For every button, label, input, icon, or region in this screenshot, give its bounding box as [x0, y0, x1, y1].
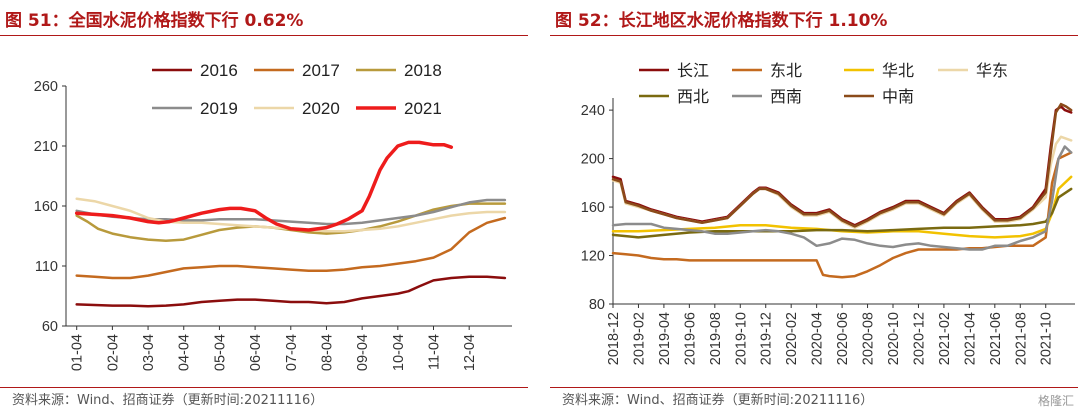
- x-tick-label: 12-04: [462, 334, 478, 371]
- x-tick-label: 06-04: [248, 334, 264, 371]
- series-line-华东: [611, 135, 1073, 229]
- left-title-rule: [0, 35, 528, 36]
- series-line-2016: [75, 275, 507, 308]
- x-tick-label: 05-04: [212, 334, 228, 371]
- x-tick-label: 2020-06: [835, 312, 851, 365]
- x-tick-label: 2020-10: [886, 312, 902, 365]
- series-line-西南: [611, 145, 1073, 251]
- x-tick-label: 2021-06: [988, 312, 1004, 365]
- left-source-rule: [0, 387, 528, 388]
- right-chart-svg: 80 120 160 200 240 2018-12 2019-02 2019-04 2019-…: [581, 61, 1075, 365]
- series-line-长江: [611, 105, 1073, 227]
- y-tick-label: 110: [35, 259, 58, 275]
- x-tick-label: 2019-10: [733, 312, 749, 365]
- x-tick-label: 2019-12: [759, 312, 775, 365]
- x-tick-label: 2020-08: [861, 312, 877, 365]
- y-tick-label: 120: [581, 249, 605, 265]
- right-title-rule: [550, 35, 1078, 36]
- legend-label: 2021: [404, 99, 442, 118]
- legend-label: 2020: [302, 99, 340, 118]
- right-chart-title: 图 52：长江地区水泥价格指数下行 1.10%: [555, 11, 888, 31]
- y-tick-label: 260: [34, 79, 58, 95]
- legend-label: 2016: [200, 61, 238, 80]
- legend-label: 2019: [200, 99, 238, 118]
- legend-label: 东北: [770, 61, 802, 80]
- x-tick-label: 02-04: [105, 334, 121, 371]
- left-source-note: 资料来源：Wind、招商证券（更新时间:20211116）: [12, 393, 324, 408]
- y-tick-label: 240: [581, 103, 605, 119]
- right-chart-panel: 图 52：长江地区水泥价格指数下行 1.10% 80 120 160 200 240 20…: [550, 0, 1080, 414]
- x-tick-label: 2021-10: [1039, 312, 1055, 365]
- legend-label: 中南: [882, 87, 914, 106]
- series-line-中南: [611, 102, 1073, 228]
- x-tick-label: 04-04: [177, 334, 193, 371]
- right-source-note: 资料来源：Wind、招商证券（更新时间:20211116）: [562, 393, 874, 408]
- x-tick-label: 2019-06: [682, 312, 698, 365]
- legend-label: 华东: [976, 61, 1008, 80]
- x-tick-label: 2019-08: [708, 312, 724, 365]
- y-tick-label: 210: [34, 139, 58, 155]
- x-tick-label: 2020-04: [810, 312, 826, 365]
- series-line-2017: [75, 216, 507, 280]
- legend-label: 西南: [770, 87, 802, 106]
- x-tick-label: 2021-02: [937, 312, 953, 365]
- x-tick-label: 2020-12: [911, 312, 927, 365]
- left-chart-panel: 图 51：全国水泥价格指数下行 0.62% 60 110 160 210 260 01-0…: [0, 0, 530, 414]
- left-chart-svg: 60 110 160 210 260 01-04 02-04 03-04 04-04 05-04 0…: [34, 61, 512, 371]
- x-tick-label: 07-04: [284, 334, 300, 371]
- legend-label: 长江: [677, 61, 709, 80]
- x-tick-label: 01-04: [70, 334, 86, 371]
- y-tick-label: 80: [589, 297, 605, 313]
- x-tick-label: 08-04: [319, 334, 335, 371]
- y-tick-label: 200: [581, 152, 605, 168]
- left-chart-title: 图 51：全国水泥价格指数下行 0.62%: [5, 11, 304, 31]
- y-tick-label: 160: [581, 200, 605, 216]
- x-tick-label: 10-04: [391, 334, 407, 371]
- watermark-logo: 格隆汇: [1037, 394, 1074, 408]
- x-tick-label: 11-04: [427, 334, 443, 370]
- x-tick-label: 2021-04: [962, 312, 978, 365]
- y-tick-label: 60: [42, 319, 58, 335]
- x-tick-label: 2020-02: [784, 312, 800, 365]
- y-tick-label: 160: [34, 199, 58, 215]
- x-tick-label: 2019-02: [631, 312, 647, 365]
- legend-label: 2017: [302, 61, 340, 80]
- series-line-2021: [74, 140, 454, 232]
- right-source-rule: [550, 387, 1078, 388]
- x-tick-label: 2018-12: [606, 312, 622, 365]
- x-tick-label: 2019-04: [657, 312, 673, 365]
- legend-label: 华北: [882, 61, 914, 80]
- series-line-东北: [611, 151, 1073, 279]
- x-tick-label: 09-04: [355, 334, 371, 371]
- x-tick-label: 03-04: [141, 334, 157, 371]
- legend-label: 2018: [404, 61, 442, 80]
- x-tick-label: 2021-08: [1013, 312, 1029, 365]
- series-line-2020: [75, 197, 507, 233]
- legend-label: 西北: [677, 87, 709, 106]
